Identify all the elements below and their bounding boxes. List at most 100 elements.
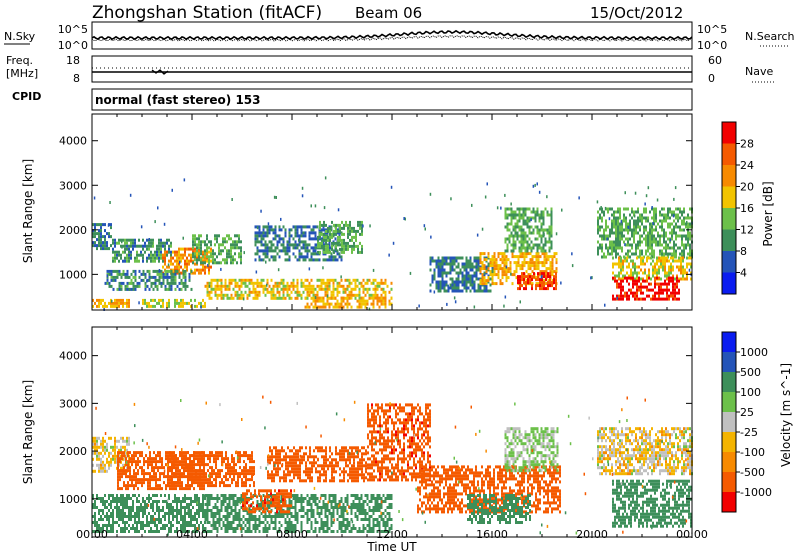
data-cell <box>182 253 184 257</box>
data-cell <box>527 275 529 279</box>
data-cell <box>481 252 484 256</box>
data-cell <box>321 238 323 242</box>
data-cell <box>199 475 201 479</box>
data-cell <box>112 250 114 254</box>
data-cell <box>141 451 143 455</box>
data-cell <box>274 281 277 285</box>
scatter-point <box>106 274 108 278</box>
data-cell <box>193 451 195 455</box>
data-cell <box>541 270 544 274</box>
data-cell <box>338 255 341 259</box>
data-cell <box>106 244 108 248</box>
data-cell <box>190 521 192 524</box>
data-cell <box>495 273 498 277</box>
data-cell <box>361 244 363 248</box>
data-cell <box>282 287 285 291</box>
data-cell <box>92 445 94 449</box>
data-cell <box>221 454 223 458</box>
data-cell <box>522 231 525 235</box>
data-cell <box>180 515 182 518</box>
data-cell <box>637 225 639 229</box>
data-cell <box>320 299 323 303</box>
data-cell <box>110 226 112 230</box>
data-cell <box>638 288 640 292</box>
data-cell <box>116 275 119 279</box>
data-cell <box>523 278 525 282</box>
data-cell <box>236 290 239 294</box>
data-cell <box>674 285 676 289</box>
data-cell <box>536 225 539 229</box>
data-region <box>429 256 494 293</box>
data-cell <box>202 298 204 302</box>
data-cell <box>477 286 480 290</box>
data-cell <box>158 301 160 305</box>
data-cell <box>136 515 138 518</box>
data-cell <box>288 255 291 259</box>
data-cell <box>213 472 215 476</box>
data-cell <box>347 235 349 239</box>
data-cell <box>225 472 227 476</box>
data-cell <box>272 284 275 288</box>
data-cell <box>187 475 189 479</box>
data-cell <box>232 246 234 250</box>
data-cell <box>611 240 613 244</box>
data-cell <box>169 457 171 461</box>
data-cell <box>196 518 198 521</box>
data-cell <box>431 280 434 284</box>
data-cell <box>625 216 627 220</box>
data-cell <box>506 222 509 226</box>
data-cell <box>194 250 196 254</box>
data-cell <box>276 290 279 294</box>
data-cell <box>155 487 157 491</box>
scatter-point <box>243 251 245 255</box>
scatter-point <box>616 296 618 300</box>
data-cell <box>159 472 161 476</box>
data-cell <box>174 269 177 273</box>
data-cell <box>362 287 365 291</box>
data-cell <box>541 281 543 285</box>
data-cell <box>178 253 180 257</box>
data-cell <box>126 298 128 302</box>
data-cell <box>256 296 259 300</box>
data-cell <box>653 249 655 253</box>
data-cell <box>178 275 181 279</box>
data-cell <box>114 259 116 263</box>
data-cell <box>226 255 228 259</box>
data-cell <box>505 255 508 259</box>
data-cell <box>96 232 98 236</box>
data-cell <box>96 439 98 443</box>
data-cell <box>465 277 468 281</box>
data-cell <box>180 271 182 275</box>
data-cell <box>180 527 182 530</box>
data-cell <box>206 287 209 291</box>
data-cell <box>683 252 685 256</box>
data-cell <box>124 527 126 530</box>
data-cell <box>96 298 98 302</box>
data-cell <box>189 460 191 464</box>
data-cell <box>483 271 486 275</box>
data-cell <box>681 243 683 247</box>
data-cell <box>251 469 253 473</box>
data-cell <box>193 454 195 458</box>
data-cell <box>150 238 152 242</box>
data-cell <box>191 469 193 473</box>
data-cell <box>141 469 143 473</box>
data-cell <box>134 518 136 521</box>
data-cell <box>209 478 211 482</box>
data-cell <box>183 487 185 491</box>
data-cell <box>208 258 210 262</box>
data-cell <box>208 293 211 297</box>
scatter-point <box>128 287 131 291</box>
data-cell <box>294 296 297 300</box>
data-cell <box>156 509 158 512</box>
data-cell <box>124 448 126 452</box>
data-cell <box>124 524 126 527</box>
scatter-point <box>538 190 541 194</box>
data-cell <box>166 512 168 515</box>
data-cell <box>645 228 647 232</box>
data-cell <box>312 299 315 303</box>
data-cell <box>238 293 241 297</box>
data-region <box>504 207 553 253</box>
data-region <box>612 256 692 281</box>
data-cell <box>254 287 257 291</box>
